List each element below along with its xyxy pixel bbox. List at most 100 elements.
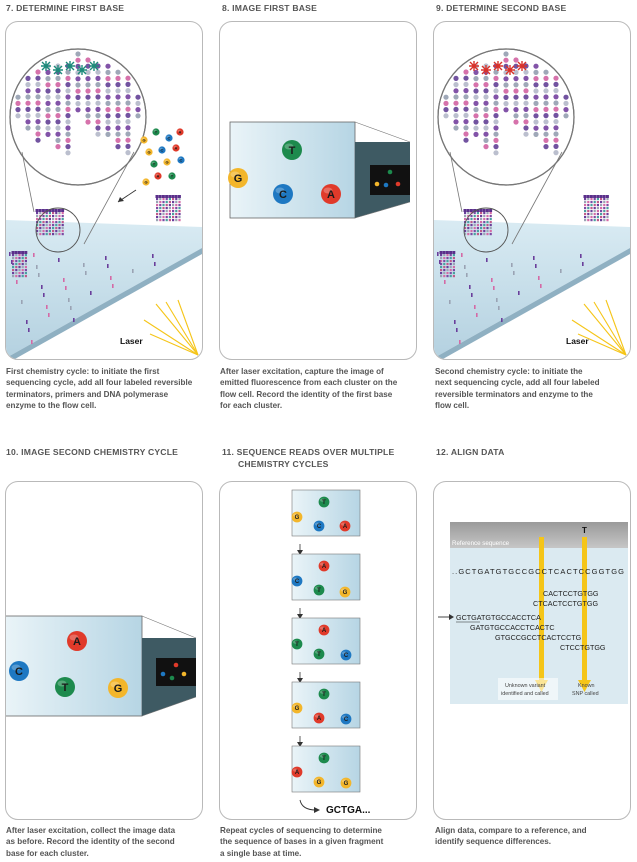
base-letter: A (327, 189, 335, 201)
screen-dot (160, 671, 166, 677)
base-letter: A (175, 145, 178, 150)
base-t-circle: T (318, 496, 330, 508)
laser-beams (571, 299, 627, 356)
cycle-panel: T G A C (291, 681, 361, 729)
base-letter: G (165, 159, 168, 164)
step-9-caption: Second chemistry cycle: to initiate the n… (435, 366, 600, 412)
base-t-circle: T (313, 648, 325, 660)
base-g-circle: G (163, 158, 171, 166)
base-letter: T (317, 588, 321, 594)
base-a-circle: A (67, 631, 87, 651)
base-t-circle: T (150, 160, 158, 168)
caption-line: for each cluster. (220, 401, 283, 411)
zoom-circle (463, 207, 509, 253)
base-letter: T (171, 173, 174, 178)
base-g-circle: G (291, 511, 303, 523)
base-letter: C (295, 579, 300, 585)
base-a-circle: A (318, 624, 330, 636)
base-letter: G (295, 515, 300, 521)
base-letter: A (295, 770, 300, 776)
base-c-circle: C (340, 649, 352, 661)
caption-line: base for each cluster. (6, 848, 89, 858)
step-8-card: T G C A (219, 21, 417, 360)
base-letter: A (317, 716, 322, 722)
screen-dot (181, 671, 187, 677)
base-letter: C (344, 653, 349, 659)
step-11-caption: Repeat cycles of sequencing to determine… (220, 825, 383, 859)
camera-screen-dots (160, 662, 187, 681)
base-letter: G (114, 683, 123, 695)
base-g-circle: G (228, 168, 248, 188)
caption-line: Repeat cycles of sequencing to determine (220, 826, 382, 835)
step-10-illustration: A C T G (6, 615, 197, 717)
cluster-fragments (9, 195, 181, 344)
known-base-marker: T (582, 526, 587, 535)
base-letter: T (322, 500, 326, 506)
step-9-title: 9. DETERMINE SECOND BASE (436, 3, 567, 13)
unknown-variant-line-1: Unknown variant (505, 683, 546, 689)
caption-line: Align data, compare to a reference, and (435, 826, 587, 835)
caption-line: First chemistry cycle: to initiate the f… (6, 367, 160, 376)
laser-beams (143, 299, 199, 356)
base-letter: C (15, 666, 23, 678)
base-t-circle: T (152, 128, 160, 136)
cycle-panel: T G C A (291, 489, 361, 537)
step-11-card: T G C A A C T G A T T C T G A C T A G G GCTGA... (219, 481, 417, 820)
step-8-caption: After laser excitation, capture the imag… (220, 366, 397, 412)
read-2: CTCACTCCTGTGG (533, 599, 598, 608)
step-10-title: 10. IMAGE SECOND CHEMISTRY CYCLE (6, 447, 179, 457)
base-letter: G (144, 179, 147, 184)
laser-label: Laser (566, 336, 589, 346)
base-letter: C (344, 717, 349, 723)
read-3: GCTGATGTGCCACCTCA (456, 613, 541, 622)
caption-line: a single base at time. (220, 848, 302, 858)
caption-line: enzyme to the flow cell. (6, 401, 97, 411)
base-a-circle: A (313, 712, 325, 724)
base-letter: A (157, 173, 160, 178)
cluster-fragments (437, 195, 609, 344)
caption-line: as before. Record the identity of the se… (6, 837, 175, 847)
base-letter: G (234, 173, 243, 185)
base-a-circle: A (176, 128, 184, 136)
base-g-circle: G (291, 702, 303, 714)
magnified-strands (15, 51, 141, 156)
screen-dot (173, 662, 179, 668)
camera-screen (370, 165, 410, 195)
laser-label: Laser (120, 336, 143, 346)
caption-line: identify sequence differences. (435, 837, 552, 847)
base-letter: G (142, 137, 145, 142)
base-g-circle: G (108, 678, 128, 698)
base-letter: T (295, 642, 299, 648)
base-c-circle: C (177, 156, 185, 164)
caption-line: the sequence of bases in a given fragmen… (220, 837, 384, 847)
caption-line: sequencing cycle, add all four labeled r… (6, 378, 193, 388)
caption-line: After laser excitation, capture the imag… (220, 367, 384, 376)
base-a-circle: A (339, 520, 351, 532)
base-letter: G (147, 149, 150, 154)
base-letter: T (289, 145, 296, 157)
base-g-circle: G (145, 148, 153, 156)
base-a-circle: A (154, 172, 162, 180)
known-snp-column (582, 537, 587, 682)
caption-line: After laser excitation, collect the imag… (6, 826, 176, 835)
cycle-panel: T A G G (291, 745, 361, 793)
base-letter: T (155, 129, 158, 134)
step-8-illustration: T G C A (228, 121, 411, 219)
reference-label: Reference sequence (452, 540, 510, 547)
base-letter: G (343, 590, 348, 596)
base-letter: C (180, 157, 183, 162)
base-c-circle: C (9, 661, 29, 681)
screen-dot (374, 181, 380, 187)
base-g-circle: G (339, 586, 351, 598)
step-8-title: 8. IMAGE FIRST BASE (222, 3, 317, 13)
step-10-caption: After laser excitation, collect the imag… (6, 825, 175, 859)
base-g-circle: G (142, 178, 150, 186)
caption-line: reversible terminators and enzyme to the (435, 389, 593, 399)
read-6: CTCCTGTGG (560, 643, 606, 652)
base-letter: T (62, 682, 69, 694)
step-11-title-line-1: 11. SEQUENCE READS OVER MULTIPLE (222, 447, 395, 457)
base-c-circle: C (340, 713, 352, 725)
base-t-circle: T (55, 677, 75, 697)
read-4: GATGTGCCACCTCACTC (470, 623, 555, 632)
